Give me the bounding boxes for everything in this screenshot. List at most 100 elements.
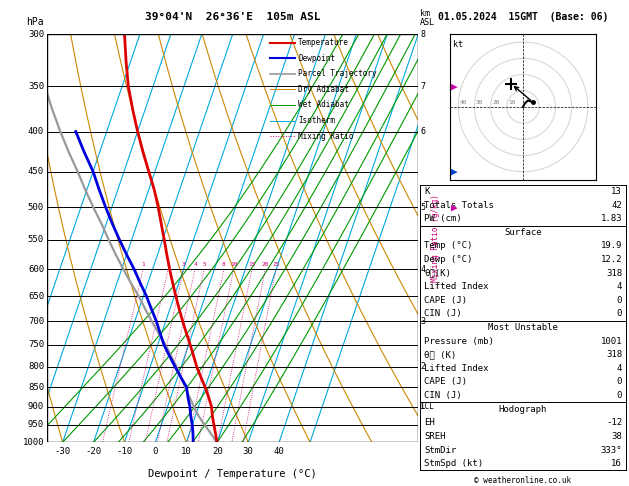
Text: 0: 0: [616, 391, 622, 400]
Text: Dewp (°C): Dewp (°C): [424, 255, 472, 264]
Text: 2: 2: [166, 261, 170, 267]
Text: Parcel Trajectory: Parcel Trajectory: [298, 69, 377, 78]
Text: 42: 42: [611, 201, 622, 209]
Text: 4: 4: [420, 264, 425, 274]
Text: 12.2: 12.2: [601, 255, 622, 264]
Text: 318: 318: [606, 350, 622, 359]
Text: CAPE (J): CAPE (J): [424, 296, 467, 305]
Text: 38: 38: [611, 432, 622, 441]
Text: 900: 900: [28, 402, 44, 411]
Text: 300: 300: [28, 30, 44, 38]
Text: 30: 30: [476, 100, 484, 105]
Text: 1001: 1001: [601, 337, 622, 346]
Text: Dewpoint / Temperature (°C): Dewpoint / Temperature (°C): [148, 469, 317, 479]
Text: 318: 318: [606, 269, 622, 278]
Text: 40: 40: [460, 100, 467, 105]
Text: km
ASL: km ASL: [420, 9, 435, 27]
Text: -12: -12: [606, 418, 622, 427]
Text: 20: 20: [493, 100, 499, 105]
Text: Surface: Surface: [504, 228, 542, 237]
Text: ▶: ▶: [452, 202, 458, 212]
Text: 40: 40: [274, 447, 284, 456]
Text: 350: 350: [28, 82, 44, 91]
Text: Wet Adiabat: Wet Adiabat: [298, 101, 349, 109]
Text: Dry Adiabat: Dry Adiabat: [298, 85, 349, 94]
Text: 850: 850: [28, 382, 44, 392]
Text: CIN (J): CIN (J): [424, 310, 462, 318]
Text: 800: 800: [28, 362, 44, 371]
Text: 8: 8: [222, 261, 226, 267]
Text: ▶: ▶: [452, 81, 458, 91]
Text: Dewpoint: Dewpoint: [298, 54, 335, 63]
Text: 950: 950: [28, 420, 44, 429]
Text: 1000: 1000: [23, 438, 44, 447]
Text: 8: 8: [420, 30, 425, 38]
Text: 0: 0: [616, 378, 622, 386]
Text: 3: 3: [420, 317, 425, 326]
Text: 700: 700: [28, 317, 44, 326]
Text: 650: 650: [28, 292, 44, 301]
Text: ▶: ▶: [452, 167, 458, 176]
Text: 20: 20: [262, 261, 269, 267]
Text: 750: 750: [28, 340, 44, 349]
Text: 5: 5: [203, 261, 206, 267]
Text: 450: 450: [28, 167, 44, 176]
Text: -30: -30: [55, 447, 70, 456]
Text: 7: 7: [420, 82, 425, 91]
Text: StmDir: StmDir: [424, 446, 456, 454]
Text: 0: 0: [153, 447, 158, 456]
Text: 39°04'N  26°36'E  105m ASL: 39°04'N 26°36'E 105m ASL: [145, 12, 321, 22]
Text: Isotherm: Isotherm: [298, 116, 335, 125]
Text: Pressure (mb): Pressure (mb): [424, 337, 494, 346]
Text: 1: 1: [142, 261, 145, 267]
Text: 16: 16: [611, 459, 622, 468]
Text: kt: kt: [454, 40, 464, 50]
Text: 13: 13: [611, 187, 622, 196]
Text: θᴄ (K): θᴄ (K): [424, 350, 456, 359]
Text: Temp (°C): Temp (°C): [424, 242, 472, 250]
Text: Mixing Ratio: Mixing Ratio: [298, 132, 353, 140]
Text: 10: 10: [508, 100, 516, 105]
Text: 0: 0: [616, 310, 622, 318]
Text: 3: 3: [182, 261, 186, 267]
Text: -10: -10: [116, 447, 133, 456]
Text: CAPE (J): CAPE (J): [424, 378, 467, 386]
Text: Temperature: Temperature: [298, 38, 349, 47]
Text: 333°: 333°: [601, 446, 622, 454]
Text: StmSpd (kt): StmSpd (kt): [424, 459, 483, 468]
Text: LCL: LCL: [420, 402, 434, 411]
Text: SREH: SREH: [424, 432, 445, 441]
Text: 15: 15: [248, 261, 256, 267]
Text: PW (cm): PW (cm): [424, 214, 462, 223]
Text: 30: 30: [243, 447, 253, 456]
Text: 4: 4: [616, 364, 622, 373]
Text: θᴄ(K): θᴄ(K): [424, 269, 451, 278]
Text: 19.9: 19.9: [601, 242, 622, 250]
Text: 600: 600: [28, 264, 44, 274]
Text: 4: 4: [616, 282, 622, 291]
Text: CIN (J): CIN (J): [424, 391, 462, 400]
Text: 1: 1: [420, 402, 425, 411]
Text: Lifted Index: Lifted Index: [424, 282, 489, 291]
Text: © weatheronline.co.uk: © weatheronline.co.uk: [474, 476, 572, 486]
Text: -20: -20: [86, 447, 102, 456]
Text: 4: 4: [193, 261, 197, 267]
Text: Hodograph: Hodograph: [499, 405, 547, 414]
Text: Mixing Ratio (g/kg): Mixing Ratio (g/kg): [431, 194, 440, 282]
Text: 01.05.2024  15GMT  (Base: 06): 01.05.2024 15GMT (Base: 06): [438, 12, 608, 22]
Text: Totals Totals: Totals Totals: [424, 201, 494, 209]
Text: 500: 500: [28, 203, 44, 212]
Text: Lifted Index: Lifted Index: [424, 364, 489, 373]
Text: 400: 400: [28, 127, 44, 136]
Text: EH: EH: [424, 418, 435, 427]
Text: K: K: [424, 187, 430, 196]
Text: 20: 20: [212, 447, 223, 456]
Text: 10: 10: [181, 447, 192, 456]
Text: Most Unstable: Most Unstable: [488, 323, 558, 332]
Text: 25: 25: [272, 261, 280, 267]
Text: 550: 550: [28, 235, 44, 244]
Text: 6: 6: [420, 127, 425, 136]
Text: 2: 2: [420, 362, 425, 371]
Text: 0: 0: [616, 296, 622, 305]
Text: 1.83: 1.83: [601, 214, 622, 223]
